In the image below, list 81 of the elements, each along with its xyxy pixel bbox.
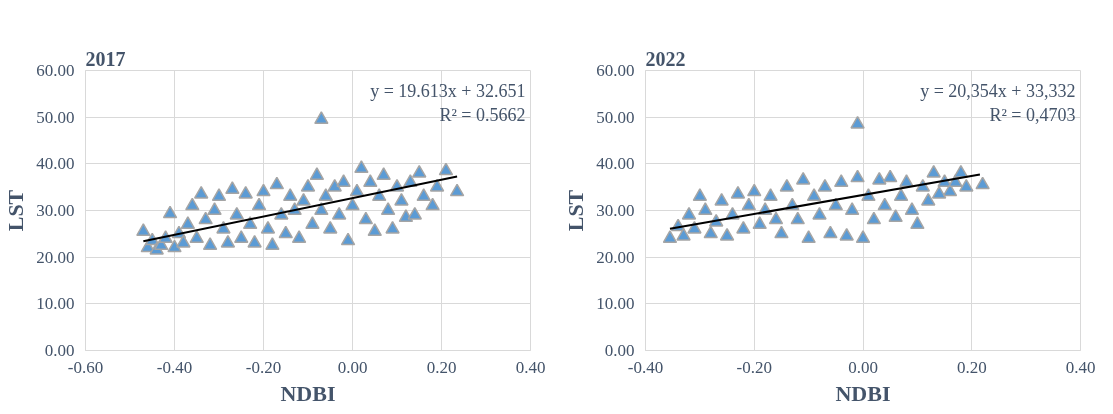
point [714,192,729,206]
point [855,230,871,243]
point [823,225,838,239]
x-tick-label: -0.20 [245,357,282,377]
point [806,188,822,201]
x-tick-label: -0.20 [736,357,772,377]
point [926,164,941,178]
x-tick-label: -0.40 [627,357,664,377]
point [741,197,757,211]
point [779,178,795,192]
y-tick-label: 60.00 [596,61,635,80]
annotation: R² = 0.5662 [439,104,526,125]
y-tick-label: 40.00 [36,154,75,174]
point [703,225,718,239]
x-tick-label: 0.20 [956,357,987,377]
y-tick-label: 30.00 [596,201,635,220]
x-tick-label: -0.40 [156,357,193,377]
x-axis-title: NDBI [835,380,891,406]
chart-title: 2017 [85,47,126,70]
y-axis-title: LST [563,189,589,232]
point [959,178,974,192]
point [828,197,844,211]
annotation: y = 19.613x + 32.651 [370,80,526,101]
y-tick-label: 50.00 [596,107,635,127]
point [681,206,697,220]
y-tick-label: 20.00 [36,247,75,267]
y-tick-label: 30.00 [36,201,75,220]
point [817,178,833,192]
point [877,197,892,211]
point [834,174,849,187]
point [850,169,865,183]
y-tick-label: 20.00 [596,247,635,267]
annotation: R² = 0,4703 [989,104,1076,125]
y-tick-label: 0.00 [44,341,75,360]
y-tick-label: 60.00 [36,61,75,80]
y-tick-label: 10.00 [596,294,635,314]
point [921,192,936,206]
x-tick-label: 0.20 [426,357,457,377]
point [953,164,969,178]
point [790,211,805,225]
point [839,227,854,241]
point [795,171,811,185]
point [763,188,778,201]
point [747,183,762,197]
x-tick-label: 0.40 [515,357,546,377]
point [768,211,784,225]
point [931,185,947,199]
point [812,206,827,220]
y-tick-label: 50.00 [36,107,75,127]
point [910,216,925,229]
point [730,185,746,199]
point [719,227,735,241]
chart-title: 2022 [645,47,686,70]
point [698,202,713,215]
point [844,202,860,215]
point [850,115,865,129]
x-tick-label: 0.00 [848,357,878,377]
point [692,188,708,201]
point [752,216,767,229]
point [882,169,898,183]
annotation: y = 20,354x + 33,332 [920,80,1076,101]
x-tick-label: 0.40 [1065,357,1096,377]
y-tick-label: 0.00 [604,341,635,360]
y-axis-title: LST [3,189,29,232]
point [904,202,920,215]
point [888,209,903,222]
point [736,220,751,234]
point [801,230,816,243]
y-tick-label: 40.00 [596,154,635,174]
point [893,188,909,201]
point [662,230,678,243]
y-tick-label: 10.00 [36,294,75,314]
point [774,225,789,239]
point [899,174,914,187]
point [676,227,691,241]
x-tick-label: -0.60 [67,357,104,377]
x-axis-title: NDBI [280,380,336,406]
point [872,171,887,185]
point [975,176,990,190]
point [866,211,882,225]
x-tick-label: 0.00 [337,357,368,377]
